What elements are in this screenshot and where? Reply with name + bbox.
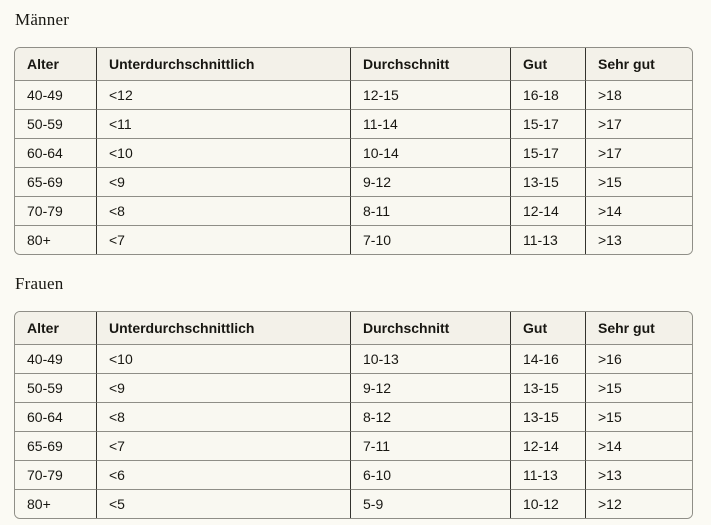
table-header: Alter Unterdurchschnittlich Durchschnitt Gu… [15, 48, 692, 80]
table-cell: <5 [96, 489, 350, 518]
table-cell: 50-59 [15, 109, 96, 138]
table-row: 50-59 <9 9-12 13-15 >15 [15, 373, 692, 402]
table-cell: 11-14 [350, 109, 510, 138]
table-cell: >17 [585, 138, 692, 167]
column-header: Gut [510, 312, 585, 344]
table-cell: 60-64 [15, 138, 96, 167]
table-cell: 8-11 [350, 196, 510, 225]
table-cell: <10 [96, 344, 350, 373]
table-body: 40-49 <10 10-13 14-16 >16 50-59 <9 9-12 13-15 >15… [15, 344, 692, 518]
header-row: Alter Unterdurchschnittlich Durchschnitt Gu… [15, 48, 692, 80]
column-header: Unterdurchschnittlich [96, 312, 350, 344]
table-cell: 7-11 [350, 431, 510, 460]
column-header: Unterdurchschnittlich [96, 48, 350, 80]
table-cell: 8-12 [350, 402, 510, 431]
table-title-maenner: Männer [15, 10, 70, 29]
table-cell: 80+ [15, 225, 96, 254]
column-header: Durchschnitt [350, 48, 510, 80]
table-cell: 9-12 [350, 373, 510, 402]
table-row: 65-69 <9 9-12 13-15 >15 [15, 167, 692, 196]
table-row: 80+ <7 7-10 11-13 >13 [15, 225, 692, 254]
column-header: Alter [15, 48, 96, 80]
table-header: Alter Unterdurchschnittlich Durchschnitt Gu… [15, 312, 692, 344]
table-cell: <9 [96, 167, 350, 196]
table-cell: >13 [585, 460, 692, 489]
table-cell: 13-15 [510, 167, 585, 196]
header-row: Alter Unterdurchschnittlich Durchschnitt Gu… [15, 312, 692, 344]
table-cell: >15 [585, 402, 692, 431]
table-cell: >18 [585, 80, 692, 109]
table-cell: 40-49 [15, 80, 96, 109]
table-cell: 10-13 [350, 344, 510, 373]
table-cell: >16 [585, 344, 692, 373]
table-cell: >14 [585, 431, 692, 460]
table-row: 70-79 <8 8-11 12-14 >14 [15, 196, 692, 225]
table-cell: >17 [585, 109, 692, 138]
table-cell: 5-9 [350, 489, 510, 518]
table-cell: 15-17 [510, 138, 585, 167]
column-header: Sehr gut [585, 48, 692, 80]
table-cell: 10-12 [510, 489, 585, 518]
table-body: 40-49 <12 12-15 16-18 >18 50-59 <11 11-14 15-17 >… [15, 80, 692, 254]
table-cell: <8 [96, 196, 350, 225]
table-cell: 9-12 [350, 167, 510, 196]
table-section-frauen: Frauen Alter Unterdurchschnittlich Durchsc… [14, 275, 693, 519]
table-cell: 60-64 [15, 402, 96, 431]
table-cell: 14-16 [510, 344, 585, 373]
table-cell: 11-13 [510, 460, 585, 489]
table-cell: 6-10 [350, 460, 510, 489]
table-cell: 13-15 [510, 373, 585, 402]
table-cell: 16-18 [510, 80, 585, 109]
table-cell: 12-15 [350, 80, 510, 109]
table-cell: >12 [585, 489, 692, 518]
table-section-maenner: Männer Alter Unterdurchschnittlich Durchsc… [14, 11, 693, 255]
table-cell: <6 [96, 460, 350, 489]
table-cell: 13-15 [510, 402, 585, 431]
table-cell: >14 [585, 196, 692, 225]
norm-table-maenner: Alter Unterdurchschnittlich Durchschnitt Gu… [14, 47, 693, 255]
table-row: 65-69 <7 7-11 12-14 >14 [15, 431, 692, 460]
table-row: 40-49 <10 10-13 14-16 >16 [15, 344, 692, 373]
column-header: Sehr gut [585, 312, 692, 344]
table-cell: 65-69 [15, 167, 96, 196]
table-cell: 65-69 [15, 431, 96, 460]
table-cell: <7 [96, 225, 350, 254]
table-cell: >15 [585, 167, 692, 196]
table-cell: <7 [96, 431, 350, 460]
table-cell: 15-17 [510, 109, 585, 138]
table-row: 80+ <5 5-9 10-12 >12 [15, 489, 692, 518]
table-cell: >15 [585, 373, 692, 402]
table-cell: <10 [96, 138, 350, 167]
table-cell: 70-79 [15, 196, 96, 225]
column-header: Gut [510, 48, 585, 80]
table-cell: 40-49 [15, 344, 96, 373]
table-cell: <9 [96, 373, 350, 402]
table-cell: 10-14 [350, 138, 510, 167]
column-header: Durchschnitt [350, 312, 510, 344]
table-cell: 50-59 [15, 373, 96, 402]
table-cell: 7-10 [350, 225, 510, 254]
table-row: 60-64 <10 10-14 15-17 >17 [15, 138, 692, 167]
table-title-frauen: Frauen [15, 274, 64, 293]
table-cell: 70-79 [15, 460, 96, 489]
table-row: 60-64 <8 8-12 13-15 >15 [15, 402, 692, 431]
table-cell: 80+ [15, 489, 96, 518]
table-cell: 12-14 [510, 431, 585, 460]
norm-table-frauen: Alter Unterdurchschnittlich Durchschnitt Gu… [14, 311, 693, 519]
table-cell: <11 [96, 109, 350, 138]
table-row: 40-49 <12 12-15 16-18 >18 [15, 80, 692, 109]
table-cell: >13 [585, 225, 692, 254]
table-cell: 12-14 [510, 196, 585, 225]
table-cell: <12 [96, 80, 350, 109]
column-header: Alter [15, 312, 96, 344]
table-row: 70-79 <6 6-10 11-13 >13 [15, 460, 692, 489]
table-cell: 11-13 [510, 225, 585, 254]
table-row: 50-59 <11 11-14 15-17 >17 [15, 109, 692, 138]
table-cell: <8 [96, 402, 350, 431]
